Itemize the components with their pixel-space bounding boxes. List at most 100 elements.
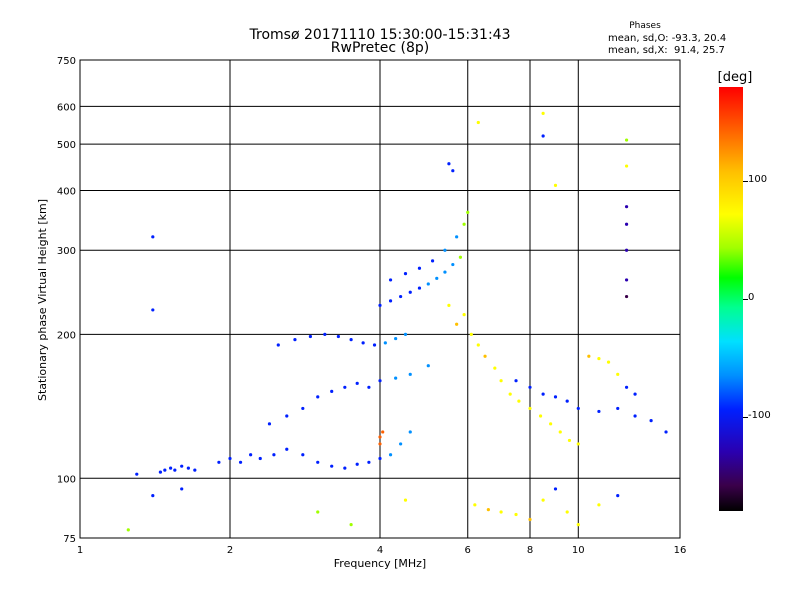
data-point — [336, 334, 340, 339]
data-point — [330, 389, 334, 393]
phases-x-stats: mean, sd,X: 91.4, 25.7 — [608, 45, 725, 56]
data-point — [565, 510, 569, 514]
data-point — [399, 442, 403, 446]
data-point — [417, 286, 422, 290]
data-point — [378, 435, 382, 439]
data-point — [403, 498, 408, 502]
data-point — [403, 332, 408, 336]
data-point — [466, 210, 470, 214]
data-point — [508, 392, 512, 396]
data-point — [633, 414, 637, 418]
data-point — [486, 507, 490, 512]
data-point — [541, 111, 545, 115]
data-point — [301, 453, 305, 457]
data-point — [649, 419, 653, 423]
data-point — [158, 470, 163, 474]
data-point — [493, 366, 497, 370]
data-point — [180, 487, 184, 491]
data-point — [447, 303, 451, 307]
data-point — [388, 278, 393, 282]
data-point — [258, 456, 262, 461]
y-tick-label: 400 — [57, 186, 76, 197]
data-point — [447, 162, 451, 166]
phases-title: Phases — [629, 21, 661, 31]
data-point — [476, 120, 480, 125]
data-point — [330, 464, 334, 468]
data-point — [462, 222, 466, 226]
data-point — [538, 414, 543, 418]
data-point — [597, 356, 601, 361]
data-point — [163, 468, 167, 472]
x-tick-label: 2 — [227, 545, 233, 556]
data-point — [616, 493, 620, 498]
data-point — [388, 453, 393, 457]
data-point — [624, 385, 629, 389]
data-point — [517, 399, 521, 403]
data-point — [381, 430, 385, 434]
data-point — [285, 414, 289, 418]
data-point — [426, 282, 430, 286]
data-point — [394, 376, 398, 380]
chart-title: Tromsø 20171110 15:30:00-15:31:43 — [249, 27, 511, 43]
data-point — [383, 341, 387, 345]
colorbar-tick-label: -100 — [748, 409, 771, 421]
data-point — [378, 379, 382, 383]
colorbar-tick-label: 0 — [748, 292, 755, 303]
data-point — [476, 343, 480, 347]
data-point — [238, 460, 243, 464]
data-point — [186, 466, 190, 470]
data-point — [553, 395, 558, 399]
x-tick-label: 8 — [527, 545, 533, 556]
x-axis-ticks: 1 2 4 6 8 10 16 — [77, 545, 687, 556]
y-tick-label: 200 — [57, 330, 76, 341]
plot-frame — [79, 59, 681, 539]
data-point — [372, 343, 377, 347]
y-tick-label: 600 — [57, 102, 76, 113]
y-tick-label: 300 — [57, 246, 76, 257]
data-point — [435, 276, 439, 280]
data-point — [587, 354, 591, 358]
data-point — [624, 205, 629, 209]
data-point — [430, 259, 435, 263]
data-point — [193, 468, 197, 472]
data-point — [616, 372, 620, 376]
x-tick-label: 10 — [572, 545, 585, 556]
data-point — [462, 313, 466, 317]
data-point — [624, 294, 629, 299]
data-point — [553, 183, 558, 187]
data-point — [541, 498, 545, 502]
data-point — [394, 336, 398, 341]
data-point — [293, 338, 297, 342]
x-tick-label: 4 — [377, 545, 383, 556]
data-point — [169, 466, 173, 470]
data-point — [343, 385, 347, 389]
data-point — [388, 299, 393, 303]
data-point — [355, 462, 359, 466]
data-point — [576, 442, 580, 446]
data-point — [403, 272, 408, 276]
x-axis-label: Frequency [MHz] — [334, 557, 426, 570]
colorbar-tick-mark — [743, 416, 748, 418]
data-point — [455, 322, 459, 326]
data-point — [285, 447, 289, 451]
y-tick-label: 500 — [57, 140, 76, 151]
data-point — [316, 510, 320, 514]
data-point — [606, 360, 611, 364]
data-point — [528, 406, 532, 411]
data-point — [624, 138, 629, 142]
x-tick-label: 6 — [465, 545, 471, 556]
data-point — [499, 379, 503, 383]
data-point — [308, 334, 313, 339]
data-point — [323, 332, 327, 336]
colorbar-tick-mark — [743, 299, 748, 300]
colorbar-tick-label: 100 — [748, 174, 768, 186]
data-point — [576, 523, 580, 527]
data-point — [499, 510, 503, 514]
data-point — [316, 460, 320, 464]
data-point — [228, 456, 232, 461]
phases-o-stats: mean, sd,O: -93.3, 20.4 — [608, 33, 727, 44]
data-point — [367, 385, 371, 389]
data-point — [541, 134, 545, 138]
data-point — [633, 392, 637, 396]
data-point — [549, 422, 553, 426]
